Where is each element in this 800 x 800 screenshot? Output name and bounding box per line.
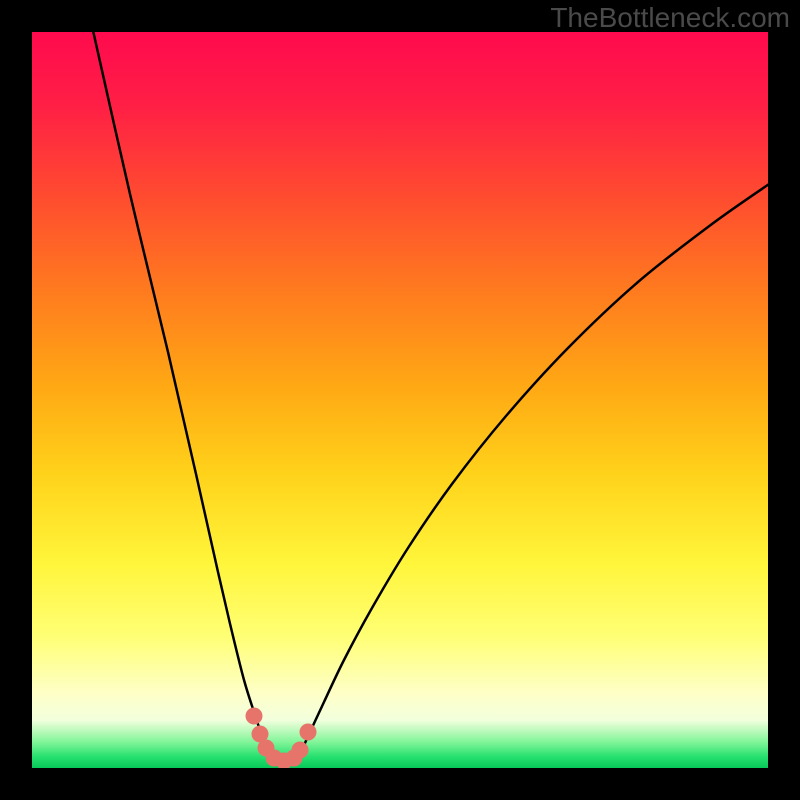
plot-svg — [32, 32, 768, 768]
watermark-text: TheBottleneck.com — [550, 2, 790, 34]
marker-dot — [292, 742, 309, 759]
marker-dot — [300, 724, 317, 741]
gradient-background — [32, 32, 768, 768]
marker-dot — [246, 708, 263, 725]
chart-root: TheBottleneck.com — [0, 0, 800, 800]
